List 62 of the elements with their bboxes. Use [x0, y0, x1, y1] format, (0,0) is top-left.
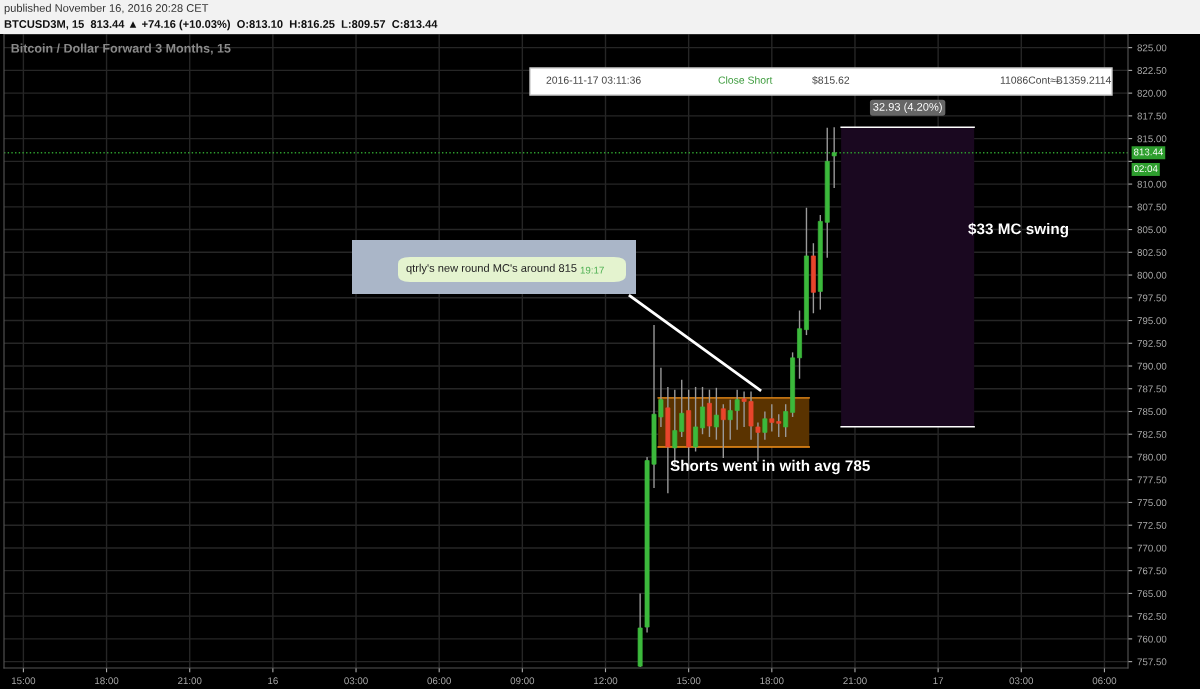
x-tick-label: 06:00 — [427, 677, 451, 685]
y-tick-label: 815.00 — [1137, 135, 1167, 143]
x-tick-label: 17 — [933, 677, 944, 685]
x-tick-label: 21:00 — [843, 677, 867, 685]
y-tick-label: 805.00 — [1137, 226, 1167, 234]
candlestick — [720, 403, 726, 459]
x-tick-label: 15:00 — [11, 677, 36, 685]
candlestick — [713, 387, 719, 441]
candlestick — [762, 410, 768, 441]
ref-line-label: 813.44 — [1133, 148, 1164, 156]
y-tick-label: 767.50 — [1137, 567, 1167, 575]
candlestick — [693, 386, 699, 453]
x-tick-label: 09:00 — [510, 677, 535, 685]
y-tick-label: 807.50 — [1137, 203, 1167, 211]
candlestick — [700, 386, 705, 435]
y-tick-label: 785.00 — [1137, 408, 1167, 416]
x-tick-label: 21:00 — [178, 677, 202, 685]
y-tick-label: 792.50 — [1137, 340, 1167, 347]
y-tick-label: 760.00 — [1137, 635, 1167, 643]
x-tick-label: 15:00 — [677, 677, 701, 685]
y-tick-label: 817.50 — [1137, 112, 1167, 120]
x-tick-label: 16 — [268, 677, 278, 685]
y-tick-label: 810.00 — [1137, 180, 1167, 188]
y-tick-label: 802.50 — [1137, 249, 1167, 256]
annotation: 11086Cont≈Ƀ1359.2114 — [1000, 76, 1112, 84]
y-tick-label: 822.50 — [1137, 67, 1167, 74]
x-tick-label: 03:00 — [1009, 677, 1034, 685]
text: published November 16, 2016 20:28 CET — [4, 3, 209, 15]
annotation: $815.62 — [812, 75, 850, 85]
x-tick-label: 18:00 — [95, 677, 119, 685]
x-tick-label: 03:00 — [344, 677, 368, 685]
y-tick-label: 777.50 — [1137, 476, 1167, 484]
y-tick-label: 795.00 — [1137, 317, 1167, 325]
text: Bitcoin / Dollar Forward 3 Months, 15 — [11, 43, 231, 55]
candlestick — [707, 388, 712, 438]
annotation: 19:17 — [580, 266, 604, 274]
y-tick-label: 757.50 — [1137, 658, 1167, 666]
x-tick-label: 18:00 — [760, 677, 784, 685]
annotation: $33 MC swing — [968, 222, 1069, 238]
y-tick-label: 772.50 — [1137, 521, 1167, 529]
text: 02:04 — [1133, 165, 1158, 173]
y-tick-label: 790.00 — [1137, 362, 1167, 370]
y-tick-label: 765.00 — [1137, 590, 1167, 598]
y-tick-label: 800.00 — [1137, 271, 1167, 279]
candlestick — [783, 403, 789, 438]
annotation: qtrly's new round MC's around 815 — [406, 263, 577, 275]
x-tick-label: 06:00 — [1092, 677, 1117, 685]
annotation: 2016-11-17 03:11:36 — [546, 76, 641, 84]
y-tick-label: 797.50 — [1137, 294, 1167, 302]
y-tick-label: 820.00 — [1137, 89, 1167, 97]
candlestick — [831, 126, 837, 189]
y-tick-label: 787.50 — [1137, 385, 1167, 393]
y-tick-label: 770.00 — [1137, 544, 1167, 552]
annotation: Close Short — [718, 76, 773, 84]
y-tick-label: 762.50 — [1137, 612, 1167, 620]
chart-subtitle: BTCUSD3M, 15 813.44 ▲ +74.16 (+10.03%) O:813.10 H:816.25 L:809.57 C:813.44 — [4, 19, 438, 31]
y-tick-label: 782.50 — [1137, 430, 1167, 438]
y-tick-label: 775.00 — [1137, 499, 1167, 507]
x-tick-label: 12:00 — [594, 677, 618, 685]
annotation: 32.93 (4.20%) — [873, 102, 942, 113]
y-tick-label: 780.00 — [1137, 453, 1167, 461]
y-tick-label: 825.00 — [1137, 44, 1167, 52]
